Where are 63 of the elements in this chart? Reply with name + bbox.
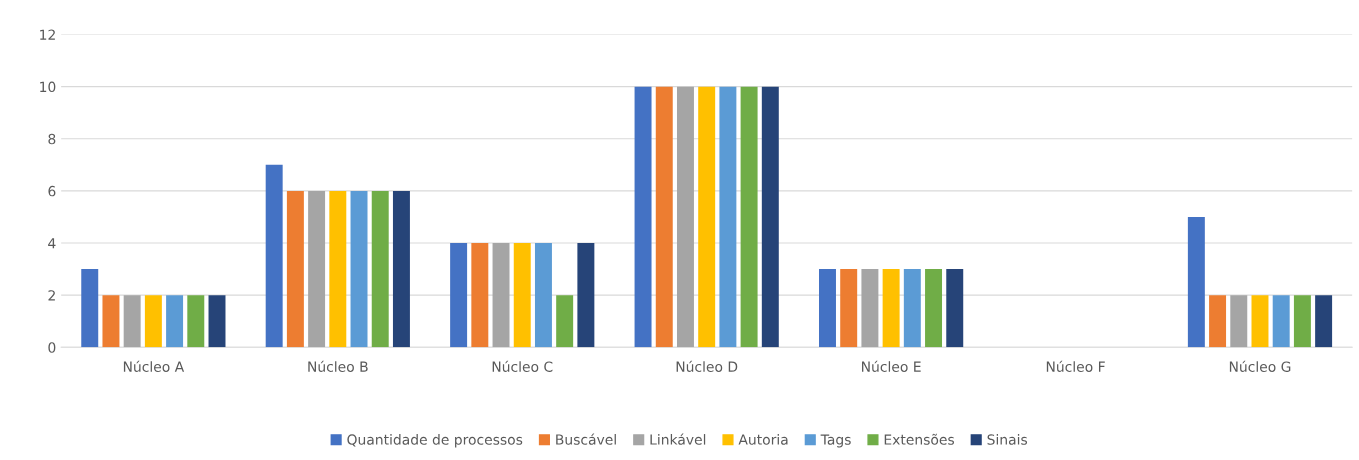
bar	[492, 243, 510, 348]
legend-label: Sinais	[987, 434, 1028, 445]
y-tick-label: 12	[40, 29, 55, 40]
bar	[534, 243, 552, 348]
bar	[471, 243, 489, 348]
y-tick-label: 4	[48, 238, 56, 249]
bar	[840, 269, 858, 348]
bar	[1315, 295, 1333, 348]
bar	[946, 269, 964, 348]
bar	[308, 190, 326, 348]
x-tick-label: Núcleo F	[1046, 360, 1105, 372]
bar	[513, 243, 531, 348]
y-tick-label: 2	[48, 290, 55, 301]
bar	[1230, 295, 1248, 348]
bar	[265, 164, 283, 348]
bar	[676, 86, 694, 348]
bar	[819, 269, 836, 348]
bar	[123, 295, 141, 348]
bar	[329, 190, 347, 348]
bar	[761, 86, 779, 348]
bar	[208, 295, 226, 348]
legend-label: Buscável	[556, 433, 616, 445]
bar	[556, 295, 574, 348]
bar	[286, 190, 304, 348]
bar	[698, 86, 716, 348]
bar	[371, 190, 389, 348]
bar	[1293, 295, 1311, 348]
bar	[187, 295, 205, 348]
bar	[903, 269, 921, 348]
legend-label: Autoria	[738, 434, 788, 445]
x-tick-label: Núcleo G	[1229, 360, 1291, 372]
bar	[655, 86, 673, 348]
bar	[634, 86, 652, 348]
legend-label: Extensões	[884, 433, 954, 445]
bar	[719, 86, 737, 348]
bar	[1272, 295, 1290, 348]
legend-label: Quantidade de processos	[347, 434, 523, 448]
bar	[392, 190, 410, 348]
bar	[1209, 295, 1227, 348]
y-tick-label: 0	[48, 342, 56, 353]
y-tick-label: 6	[48, 185, 56, 197]
bar	[144, 295, 162, 348]
bar	[102, 295, 120, 348]
bar	[350, 190, 368, 348]
bar	[450, 243, 468, 348]
bar	[1251, 295, 1269, 348]
y-tick-label: 10	[40, 81, 56, 93]
x-tick-label: Núcleo E	[862, 360, 921, 372]
bar	[740, 86, 758, 348]
x-tick-label: Núcleo D	[676, 360, 738, 372]
x-tick-label: Núcleo C	[492, 360, 553, 372]
bar	[882, 269, 900, 348]
x-tick-label: Núcleo B	[308, 360, 368, 372]
x-tick-label: Núcleo A	[123, 360, 185, 372]
bar	[166, 295, 184, 348]
bar	[1187, 216, 1205, 348]
legend-label: Linkável	[650, 433, 706, 445]
bar	[925, 269, 943, 348]
y-tick-label: 8	[48, 133, 56, 145]
legend-label: Tags	[820, 434, 851, 448]
bar	[861, 269, 879, 348]
bar	[81, 269, 99, 348]
bar	[577, 243, 595, 348]
